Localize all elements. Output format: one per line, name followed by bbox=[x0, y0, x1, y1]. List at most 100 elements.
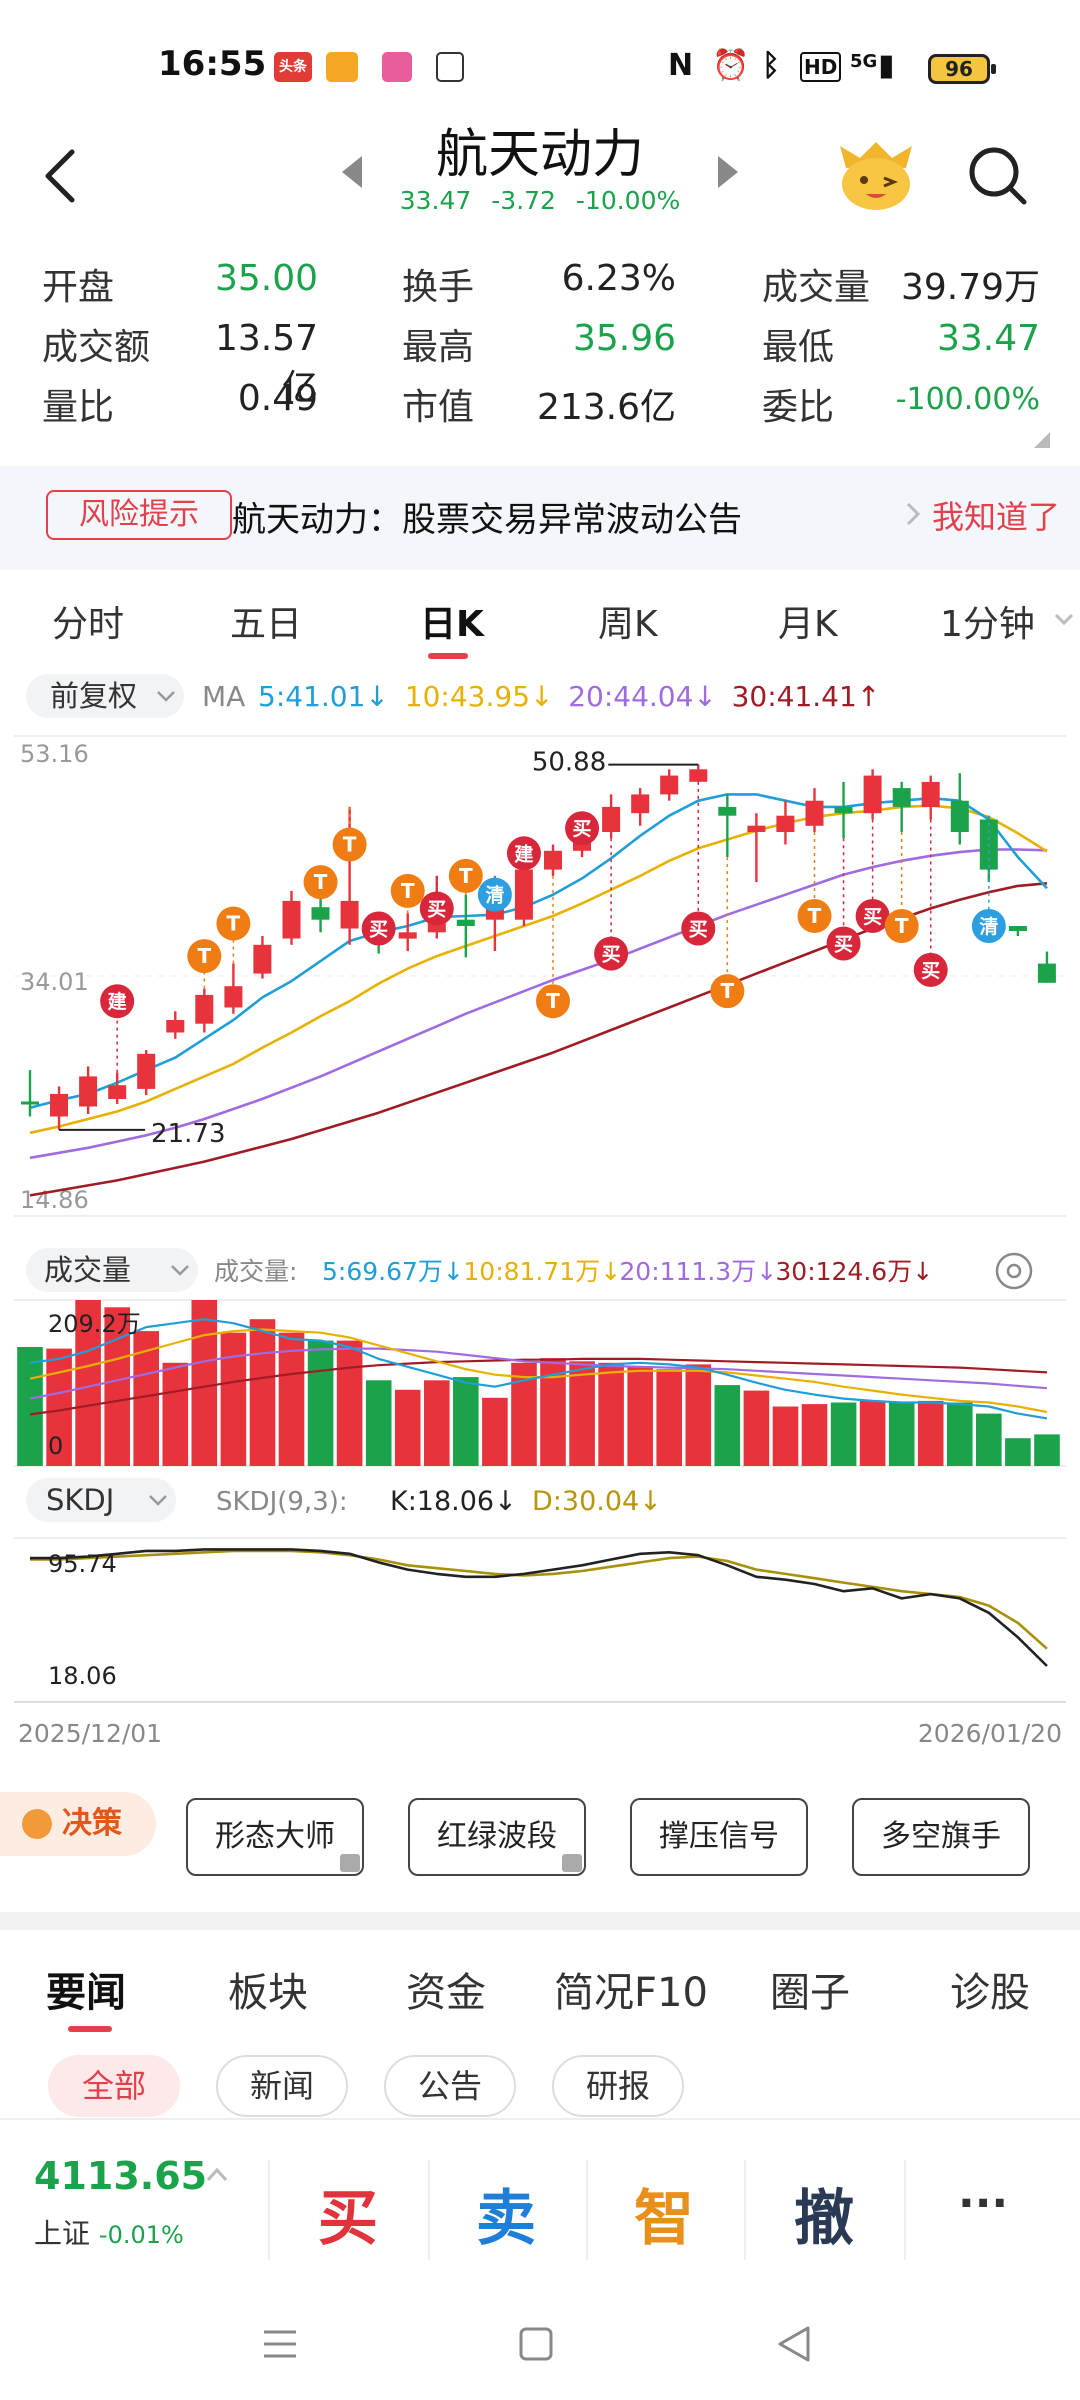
stock-chart[interactable]: 前复权 MA 5:41.01↓ 10:43.95↓ 20:44.04↓ 30:41.41↑… bbox=[0, 660, 1080, 1760]
tab-five-day[interactable]: 五日 bbox=[230, 604, 303, 645]
volume-bar bbox=[46, 1348, 72, 1466]
candle-body bbox=[50, 1093, 68, 1117]
tab-one-minute[interactable]: 1分钟 bbox=[940, 604, 1035, 645]
skdj-d-line bbox=[30, 1549, 1048, 1650]
index-name-line: 上证 -0.01% bbox=[34, 2212, 184, 2252]
risk-dismiss-button[interactable]: 我知道了 bbox=[932, 498, 1061, 536]
candle-body bbox=[950, 800, 969, 832]
red-green-band-label: 红绿波段 bbox=[437, 1819, 557, 1854]
news-tab-underline bbox=[68, 2026, 112, 2032]
volume-zero-label: 0 bbox=[48, 1432, 63, 1460]
expand-corner-icon[interactable] bbox=[1030, 428, 1050, 448]
volume-bar bbox=[627, 1366, 653, 1466]
chevron-up-icon[interactable] bbox=[206, 2166, 228, 2182]
separator bbox=[744, 2160, 746, 2260]
index-value[interactable]: 4113.65 bbox=[34, 2154, 208, 2198]
tab-profile-f10[interactable]: 简况F10 bbox=[554, 1970, 708, 2016]
high-label: 最高 bbox=[402, 327, 475, 368]
turnover-value: 6.23% bbox=[561, 258, 676, 299]
tab-daily-k[interactable]: 日K bbox=[420, 604, 484, 645]
decision-label: 决策 bbox=[62, 1806, 122, 1841]
decision-button[interactable]: 决策 bbox=[0, 1792, 156, 1856]
signal-label: T bbox=[808, 904, 822, 928]
mascot-icon[interactable] bbox=[836, 138, 916, 214]
prev-stock-icon[interactable] bbox=[342, 156, 362, 188]
back-icon[interactable] bbox=[40, 146, 80, 206]
tab-community[interactable]: 圈子 bbox=[770, 1970, 850, 2016]
chart-period-tabs: 分时 五日 日K 周K 月K 1分钟 bbox=[0, 585, 1080, 659]
smart-button[interactable]: 智 bbox=[634, 2184, 694, 2254]
bull-bear-flag-button[interactable]: 多空旗手 bbox=[852, 1798, 1030, 1876]
back-nav-icon[interactable] bbox=[776, 2324, 812, 2364]
volume-bar bbox=[685, 1364, 712, 1466]
signal-label: T bbox=[227, 911, 241, 935]
chip-news[interactable]: 新闻 bbox=[216, 2055, 348, 2117]
candle-body bbox=[456, 919, 475, 926]
separator bbox=[268, 2160, 270, 2260]
tab-intraday[interactable]: 分时 bbox=[52, 604, 125, 645]
tab-diagnosis[interactable]: 诊股 bbox=[950, 1970, 1030, 2016]
candle-body bbox=[689, 769, 708, 782]
cancel-order-button[interactable]: 撤 bbox=[794, 2184, 854, 2254]
quote-grid: 开盘 35.00 换手 6.23% 成交量 39.79万 成交额 13.57亿 … bbox=[0, 258, 1080, 458]
sell-button[interactable]: 卖 bbox=[476, 2184, 536, 2254]
bull-bear-flag-label: 多空旗手 bbox=[881, 1819, 1001, 1854]
support-resistance-button[interactable]: 撑压信号 bbox=[630, 1798, 808, 1876]
signal-marker bbox=[477, 877, 512, 912]
red-green-band-button[interactable]: 红绿波段 bbox=[408, 1798, 586, 1876]
battery-icon: 96 bbox=[928, 54, 996, 84]
candle-body bbox=[282, 900, 301, 939]
low-value: 33.47 bbox=[936, 318, 1040, 359]
volume-dropdown bbox=[26, 1248, 198, 1292]
tab-weekly-k[interactable]: 周K bbox=[598, 604, 658, 645]
ma-label: MA bbox=[202, 680, 245, 713]
chevron-right-icon bbox=[906, 502, 920, 526]
signal-label: 清 bbox=[979, 915, 998, 938]
more-button[interactable]: ··· bbox=[958, 2178, 1009, 2229]
amount-label: 成交额 bbox=[42, 327, 151, 368]
signal-marker bbox=[565, 811, 600, 846]
menu-nav-icon[interactable] bbox=[260, 2324, 300, 2364]
risk-notice-bar[interactable]: 风险提示 航天动力：股票交易异常波动公告 我知道了 bbox=[0, 466, 1080, 570]
strategy-row: 决策 形态大师 红绿波段 撑压信号 多空旗手 bbox=[0, 1780, 1080, 1880]
chevron-down-icon[interactable] bbox=[1054, 613, 1074, 627]
min-price-label: 21.73 bbox=[151, 1119, 225, 1149]
risk-text[interactable]: 航天动力：股票交易异常波动公告 bbox=[232, 500, 742, 540]
candle-body bbox=[224, 986, 243, 1008]
volume-bar bbox=[278, 1332, 305, 1466]
tab-monthly-k[interactable]: 月K bbox=[778, 604, 838, 645]
candle-body bbox=[311, 907, 330, 920]
candle-body bbox=[921, 781, 940, 807]
nfc-icon: N bbox=[668, 48, 694, 83]
volume-bar bbox=[888, 1402, 915, 1466]
status-bar: 16:55 头条 N ⏰ ᛒ HD 5G ▮ 96 bbox=[0, 0, 1080, 120]
chip-research[interactable]: 研报 bbox=[552, 2055, 684, 2117]
tab-funds[interactable]: 资金 bbox=[406, 1970, 486, 2016]
chip-announcements[interactable]: 公告 bbox=[384, 2055, 516, 2117]
next-stock-icon[interactable] bbox=[718, 156, 738, 188]
low-label: 最低 bbox=[762, 327, 835, 368]
signal-app-icon bbox=[436, 52, 464, 82]
skdj-title: SKDJ bbox=[46, 1483, 114, 1517]
volume-bar bbox=[772, 1406, 799, 1466]
skdj-k-line bbox=[30, 1548, 1048, 1667]
candle-body bbox=[805, 800, 824, 826]
signal-marker bbox=[826, 926, 861, 961]
signal-marker bbox=[506, 836, 541, 871]
bid-ratio-value: -100.00% bbox=[895, 382, 1040, 417]
search-icon[interactable] bbox=[966, 144, 1030, 208]
separator bbox=[428, 2160, 430, 2260]
settings-gear-icon bbox=[995, 1252, 1033, 1290]
signal-marker bbox=[361, 911, 396, 946]
skdj-top-label: 95.74 bbox=[48, 1550, 117, 1578]
ma5-line bbox=[29, 793, 1048, 1109]
separator bbox=[904, 2160, 906, 2260]
chip-all[interactable]: 全部 bbox=[48, 2055, 180, 2117]
pattern-master-button[interactable]: 形态大师 bbox=[186, 1798, 364, 1876]
home-nav-icon[interactable] bbox=[518, 2326, 554, 2362]
tab-news-headlines[interactable]: 要闻 bbox=[46, 1970, 126, 2016]
volume-bar bbox=[656, 1369, 682, 1466]
pattern-master-label: 形态大师 bbox=[215, 1819, 335, 1854]
tab-sectors[interactable]: 板块 bbox=[228, 1970, 308, 2016]
buy-button[interactable]: 买 bbox=[318, 2184, 378, 2254]
